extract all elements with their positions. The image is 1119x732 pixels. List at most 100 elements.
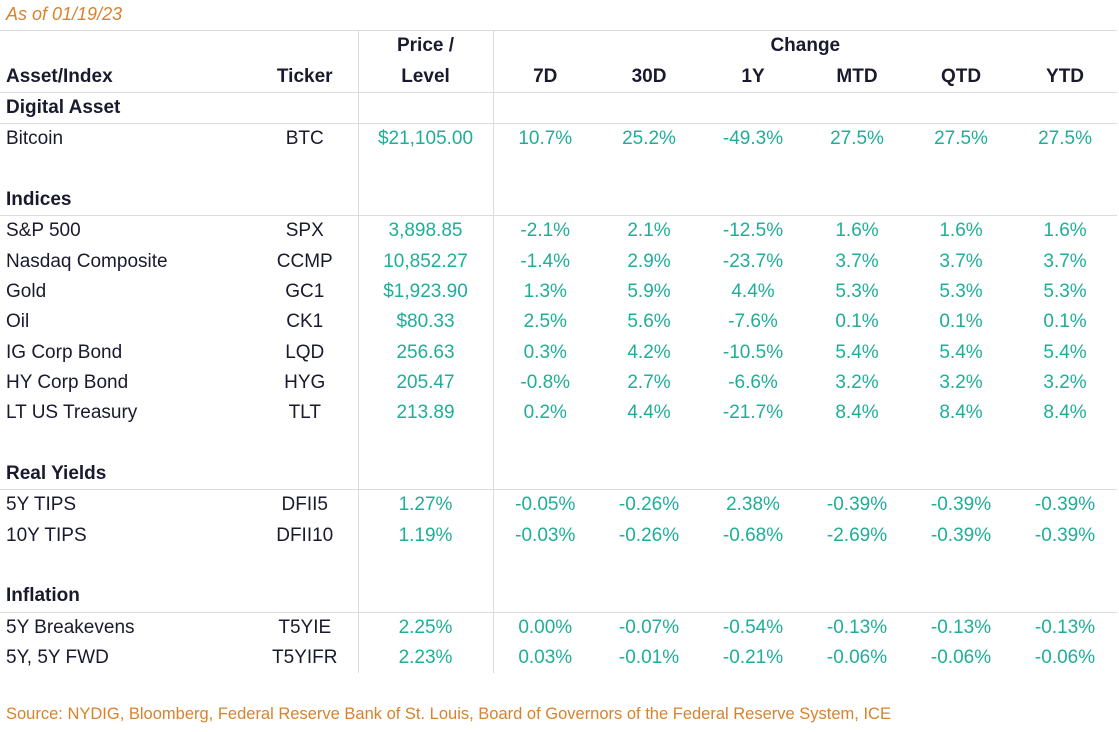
change-mtd: -0.39% [826, 494, 888, 516]
period-header-7d: 7D [492, 61, 597, 93]
change-ytd: 5.4% [1043, 341, 1087, 363]
section-spacer [0, 550, 1118, 582]
change-ytd: 1.6% [1043, 220, 1087, 242]
table-row: Gold GC1 $1,923.90 1.3% 5.9% 4.4% 5.3% 5.3% 5.3% [0, 276, 1117, 308]
change-1y: -23.7% [722, 250, 784, 272]
asset-name: 5Y Breakevens [6, 616, 135, 638]
change-7d: 10.7% [492, 123, 597, 155]
change-ytd: 3.7% [1043, 250, 1087, 272]
table-row: 5Y, 5Y FWD T5YIFR 2.23% 0.03% -0.01% -0.21% -0… [0, 642, 1117, 674]
section-header-row: Inflation [0, 581, 1118, 613]
ticker: LQD [285, 341, 325, 363]
source-note: Source: NYDIG, Bloomberg, Federal Reserv… [6, 705, 891, 723]
change-30d: 25.2% [622, 128, 676, 150]
change-1y: -0.68% [722, 524, 784, 546]
change-qtd: 8.4% [939, 402, 983, 424]
asset-header: Asset/Index [6, 65, 113, 87]
ticker: HYG [284, 371, 326, 393]
ticker: GC1 [285, 280, 325, 302]
asset-name: IG Corp Bond [6, 341, 123, 363]
change-qtd: -0.13% [930, 616, 992, 638]
ticker: TLT [288, 402, 321, 424]
change-7d: 2.5% [492, 307, 597, 338]
change-1y: -21.7% [722, 402, 784, 424]
change-30d: -0.26% [618, 524, 680, 546]
price-level: $1,923.90 [357, 276, 493, 308]
price-level: 205.47 [357, 367, 493, 399]
asset-name: HY Corp Bond [6, 371, 129, 393]
ticker: CCMP [276, 250, 333, 272]
ticker: SPX [285, 220, 324, 242]
ticker-header: Ticker [276, 65, 333, 87]
period-header-mtd: MTD [836, 65, 878, 87]
change-1y: -0.21% [722, 647, 784, 669]
change-7d: 0.3% [492, 337, 597, 368]
change-30d: -0.26% [618, 494, 680, 516]
change-qtd: 5.4% [939, 341, 983, 363]
section-title: Inflation [6, 585, 80, 607]
change-ytd: 3.2% [1043, 371, 1087, 393]
period-header-1y: 1Y [741, 65, 765, 87]
change-30d: 5.6% [627, 311, 671, 333]
section-title: Real Yields [6, 462, 107, 484]
change-qtd: 1.6% [939, 220, 983, 242]
table-row: 5Y Breakevens T5YIE 2.25% 0.00% -0.07% -0.54%… [0, 612, 1117, 643]
price-level: 3,898.85 [357, 215, 493, 247]
asset-name: Oil [6, 311, 30, 333]
change-7d: -0.05% [492, 489, 597, 521]
change-mtd: -0.06% [826, 647, 888, 669]
ticker: BTC [285, 128, 324, 150]
change-30d: 5.9% [627, 280, 671, 302]
section-spacer [0, 154, 1118, 185]
table-row: LT US Treasury TLT 213.89 0.2% 4.4% -21.7% 8.4… [0, 398, 1117, 429]
change-header: Change [492, 30, 1118, 62]
change-30d: 4.4% [627, 402, 671, 424]
change-qtd: -0.39% [930, 524, 992, 546]
price-level: 213.89 [357, 398, 493, 429]
ticker: T5YIE [278, 616, 332, 638]
change-mtd: 3.7% [835, 250, 879, 272]
price-level: 1.19% [357, 520, 493, 551]
change-30d: -0.01% [618, 647, 680, 669]
change-ytd: 5.3% [1043, 280, 1087, 302]
change-7d: 0.00% [492, 612, 597, 643]
table-row: Oil CK1 $80.33 2.5% 5.6% -7.6% 0.1% 0.1% 0.1% [0, 307, 1117, 338]
change-30d: 2.1% [627, 220, 671, 242]
ticker: DFII10 [276, 524, 334, 546]
change-30d: 2.7% [627, 371, 671, 393]
change-1y: -10.5% [722, 341, 784, 363]
price-level: 2.25% [357, 612, 493, 643]
change-qtd: -0.06% [930, 647, 992, 669]
asset-name: 5Y, 5Y FWD [6, 647, 109, 669]
change-qtd: 3.7% [939, 250, 983, 272]
change-mtd: 5.3% [835, 280, 879, 302]
change-mtd: 1.6% [835, 220, 879, 242]
change-7d: -0.03% [492, 520, 597, 551]
section-header-row: Real Yields [0, 458, 1118, 490]
ticker: CK1 [286, 311, 324, 333]
change-30d: 2.9% [627, 250, 671, 272]
change-7d: -0.8% [492, 367, 597, 399]
section-title: Digital Asset [6, 96, 121, 118]
price-header-line1: Price / [357, 30, 493, 62]
period-header-qtd: QTD [940, 65, 982, 87]
header-row-bottom: Asset/Index Ticker Level 7D 30D 1Y MTD Q… [0, 61, 1118, 93]
change-mtd: 27.5% [830, 128, 884, 150]
section-title: Indices [6, 188, 72, 210]
change-mtd: -2.69% [826, 524, 888, 546]
change-qtd: 0.1% [939, 311, 983, 333]
change-1y: 2.38% [726, 494, 780, 516]
change-7d: -2.1% [492, 215, 597, 247]
period-header-ytd: YTD [1046, 65, 1085, 87]
change-ytd: -0.13% [1034, 616, 1096, 638]
change-1y: -0.54% [722, 616, 784, 638]
market-performance-table: Price / Change Asset/Index Ticker Level … [0, 30, 1118, 674]
change-mtd: 3.2% [835, 371, 879, 393]
change-1y: -6.6% [728, 371, 778, 393]
asset-name: 10Y TIPS [6, 524, 87, 546]
ticker: DFII5 [281, 494, 328, 516]
change-1y: 4.4% [731, 280, 775, 302]
price-header-line2: Level [357, 61, 493, 93]
asset-name: LT US Treasury [6, 402, 138, 424]
change-mtd: -0.13% [826, 616, 888, 638]
